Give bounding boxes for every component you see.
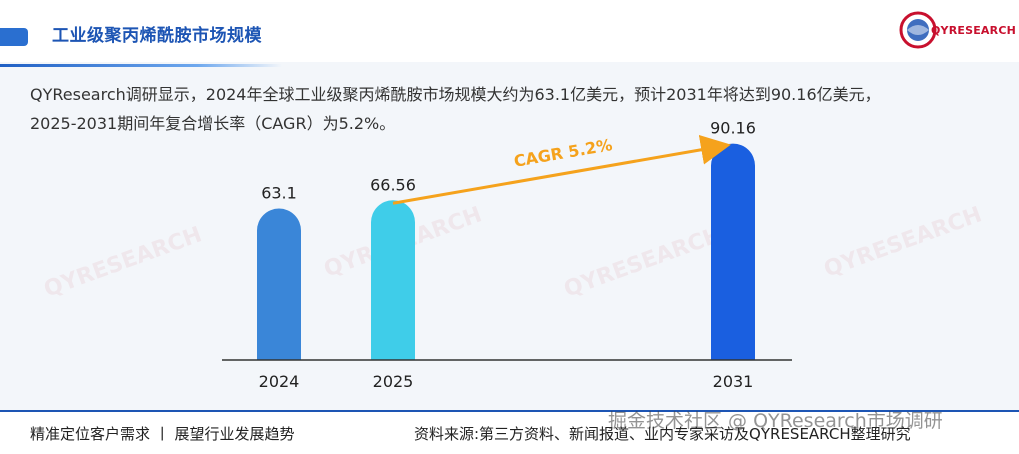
intro-text: QYResearch调研显示，2024年全球工业级聚丙烯酰胺市场规模大约为63.… (30, 80, 990, 138)
footer-source: 资料来源:第三方资料、新闻报道、业内专家采访及QYRESEARCH整理研究 (414, 425, 911, 443)
page-title: 工业级聚丙烯酰胺市场规模 (52, 26, 262, 46)
footer: 精准定位客户需求 丨 展望行业发展趋势 资料来源:第三方资料、新闻报道、业内专家… (0, 410, 1019, 454)
data-label-2031: 90.16 (710, 119, 756, 138)
qyresearch-logo: QYRESEARCH (898, 6, 1016, 54)
title-underline (0, 64, 282, 67)
x-tick-label-2031: 2031 (713, 372, 754, 391)
cagr-arrow (392, 134, 731, 205)
x-tick-label-2025: 2025 (373, 372, 414, 391)
footer-tagline: 精准定位客户需求 丨 展望行业发展趋势 (30, 425, 295, 443)
logo-globe-icon (899, 11, 937, 49)
cagr-annotation: CAGR 5.2% (512, 135, 613, 171)
logo-text: QYRESEARCH (931, 24, 1016, 37)
x-tick-label-2024: 2024 (259, 372, 300, 391)
bar-2024 (257, 208, 301, 360)
bar-2025 (371, 200, 415, 360)
bar-2031 (711, 143, 755, 360)
header-band (0, 0, 1019, 62)
intro-line-2: 2025-2031期间年复合增长率（CAGR）为5.2%。 (30, 114, 396, 133)
data-label-2025: 66.56 (370, 175, 416, 194)
data-label-2024: 63.1 (261, 184, 297, 203)
intro-line-1: QYResearch调研显示，2024年全球工业级聚丙烯酰胺市场规模大约为63.… (30, 85, 881, 104)
watermark-credit: 掘金技术社区 @ QYResearch市场调研 (608, 410, 943, 432)
title-bar (0, 20, 282, 67)
title-accent (0, 28, 28, 46)
